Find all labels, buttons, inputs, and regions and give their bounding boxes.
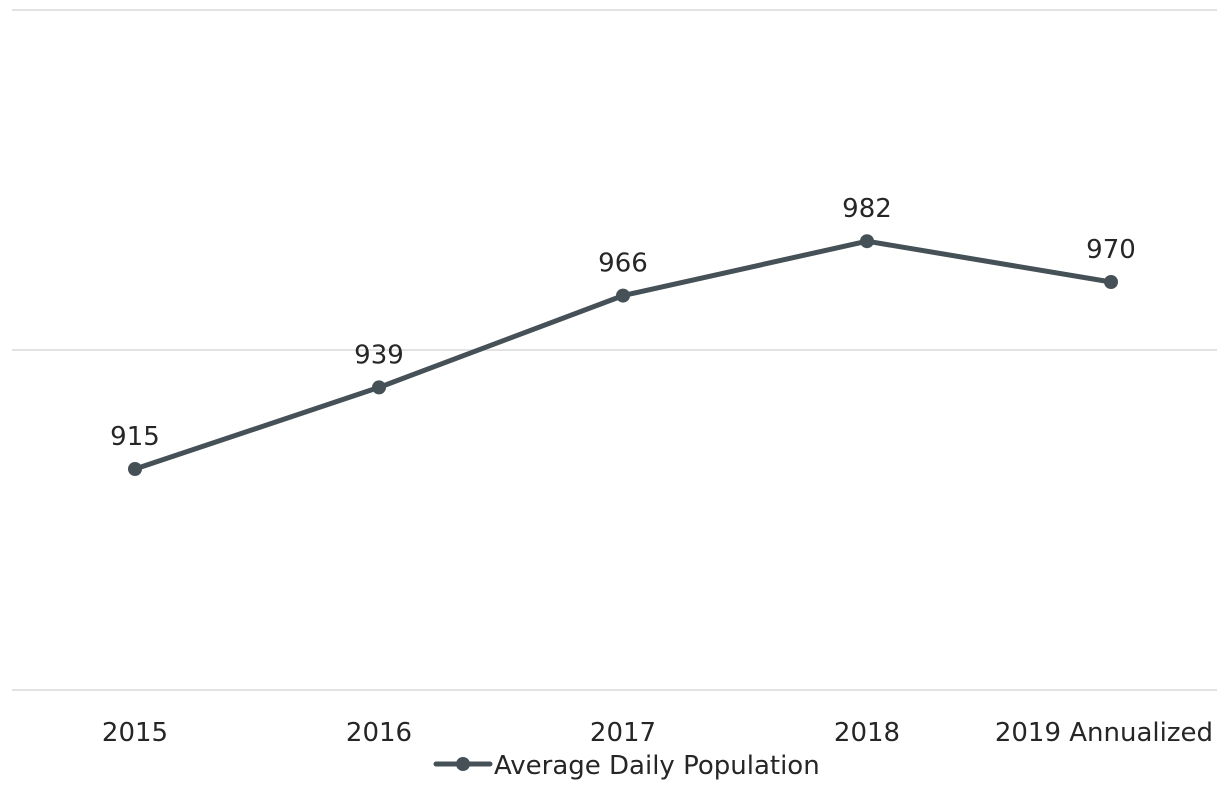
data-label-2017: 966 xyxy=(598,249,648,279)
x-tick-label-2015: 2015 xyxy=(102,718,168,748)
data-point-2017 xyxy=(616,288,630,303)
data-point-2019-annualized xyxy=(1104,275,1118,289)
data-label-2019-annualized: 970 xyxy=(1086,235,1136,265)
data-label-2015: 915 xyxy=(110,422,160,452)
x-tick-label-2017: 2017 xyxy=(590,718,656,748)
x-tick-label-2019-annualized: 2019 Annualized xyxy=(995,718,1213,748)
data-point-2016 xyxy=(372,380,386,395)
legend-label: Average Daily Population xyxy=(494,751,820,781)
gridlines xyxy=(12,9,1217,691)
x-tick-label-2016: 2016 xyxy=(346,718,412,748)
x-axis-tick-labels: 2015 2016 2017 2018 2019 Annualized xyxy=(102,718,1213,748)
data-point-2015 xyxy=(128,462,142,476)
x-tick-label-2018: 2018 xyxy=(834,718,900,748)
data-label-2018: 982 xyxy=(842,194,892,224)
series-average-daily-population xyxy=(128,234,1118,476)
legend-point-marker xyxy=(456,757,470,771)
legend: Average Daily Population xyxy=(433,751,820,781)
data-point-2018 xyxy=(860,234,874,249)
data-label-2016: 939 xyxy=(354,340,404,370)
data-labels: 915 939 966 982 970 xyxy=(110,194,1136,452)
